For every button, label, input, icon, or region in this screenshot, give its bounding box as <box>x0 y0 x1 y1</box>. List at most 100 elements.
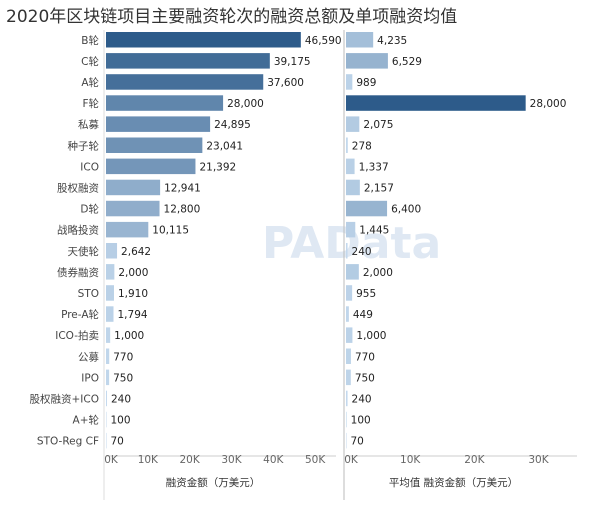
value-label: 1,337 <box>359 161 389 173</box>
tick-label: 30K <box>528 454 549 466</box>
value-label: 770 <box>113 351 133 363</box>
bar <box>106 264 115 280</box>
bar <box>106 179 161 196</box>
category-label: F轮 <box>82 97 99 110</box>
bar <box>346 243 348 259</box>
value-label: 1,000 <box>356 330 386 342</box>
category-label: B轮 <box>81 34 99 47</box>
x-axis-label: 融资金额（万美元） <box>166 476 261 489</box>
value-label: 10,115 <box>152 225 189 237</box>
category-label: Pre-A轮 <box>61 308 99 321</box>
bar <box>106 285 114 301</box>
bar <box>106 432 107 449</box>
value-label: 1,910 <box>118 288 148 300</box>
category-label: A轮 <box>81 76 99 89</box>
category-label: 股权融资 <box>57 181 99 194</box>
bar <box>346 32 374 48</box>
value-label: 750 <box>355 372 375 384</box>
tick-label: 40K <box>263 454 284 466</box>
category-label: A+轮 <box>73 414 100 427</box>
bar <box>346 411 347 428</box>
bar <box>106 306 114 322</box>
tick-label: 0K <box>104 454 119 466</box>
value-label: 28,000 <box>530 98 567 110</box>
bar <box>106 369 110 386</box>
bar <box>106 74 264 90</box>
value-label: 12,941 <box>164 182 201 194</box>
value-label: 37,600 <box>267 77 304 89</box>
value-label: 100 <box>351 415 371 427</box>
category-label: 天使轮 <box>68 245 100 258</box>
tick-label: 20K <box>464 454 485 466</box>
tick-label: 30K <box>221 454 242 466</box>
bar <box>106 200 160 217</box>
bar <box>346 158 355 175</box>
bar <box>106 53 270 69</box>
bar <box>346 432 347 449</box>
value-label: 449 <box>353 309 373 321</box>
value-label: 12,800 <box>164 204 201 216</box>
bar <box>346 95 526 111</box>
bar <box>346 390 348 407</box>
bar <box>346 327 353 343</box>
value-label: 2,075 <box>363 119 393 131</box>
value-label: 23,041 <box>206 140 243 152</box>
value-label: 770 <box>355 351 375 363</box>
bar <box>106 390 108 407</box>
category-label: 公募 <box>78 350 99 363</box>
value-label: 39,175 <box>274 56 311 68</box>
category-label: 种子轮 <box>68 139 100 152</box>
value-label: 46,590 <box>305 35 342 47</box>
value-label: 955 <box>356 288 376 300</box>
x-axis-label: 平均值 融资金额（万美元） <box>389 476 518 489</box>
bar <box>346 285 353 301</box>
bar <box>346 221 356 238</box>
bar <box>346 137 348 153</box>
bar <box>106 137 203 153</box>
value-label: 1,794 <box>118 309 148 321</box>
bar <box>106 411 107 428</box>
category-label: 私募 <box>78 118 99 131</box>
bar <box>106 221 149 238</box>
bar <box>346 306 349 322</box>
category-label: STO-Reg CF <box>37 436 99 448</box>
value-label: 240 <box>352 246 372 258</box>
bar <box>346 116 360 132</box>
bar <box>346 74 353 90</box>
bar <box>106 348 110 364</box>
value-label: 100 <box>111 415 131 427</box>
value-label: 24,895 <box>214 119 251 131</box>
tick-label: 0K <box>344 454 359 466</box>
category-label: ICO <box>80 161 99 173</box>
value-label: 4,235 <box>377 35 407 47</box>
bar <box>346 200 388 217</box>
tick-label: 10K <box>138 454 159 466</box>
bar <box>346 348 351 364</box>
value-label: 6,400 <box>391 204 421 216</box>
value-label: 6,529 <box>392 56 422 68</box>
bar <box>106 32 301 48</box>
tick-label: 20K <box>180 454 201 466</box>
bar <box>106 116 211 132</box>
bar <box>346 179 360 196</box>
value-label: 2,642 <box>121 246 151 258</box>
value-label: 2,000 <box>363 267 393 279</box>
bar <box>106 95 224 111</box>
value-label: 278 <box>352 140 372 152</box>
bar <box>346 53 388 69</box>
bar <box>106 158 196 175</box>
value-label: 2,157 <box>364 182 394 194</box>
category-label: 股权融资+ICO <box>30 392 100 405</box>
value-label: 70 <box>111 436 124 448</box>
chart-title: 2020年区块链项目主要融资轮次的融资总额及单项融资均值 <box>6 7 458 27</box>
value-label: 750 <box>113 372 133 384</box>
value-label: 240 <box>111 393 131 405</box>
value-label: 240 <box>352 393 372 405</box>
value-label: 1,000 <box>114 330 144 342</box>
bar <box>346 369 351 386</box>
value-label: 21,392 <box>199 161 236 173</box>
category-label: STO <box>78 288 99 300</box>
category-label: C轮 <box>81 55 99 68</box>
category-label: 债券融资 <box>57 266 99 279</box>
